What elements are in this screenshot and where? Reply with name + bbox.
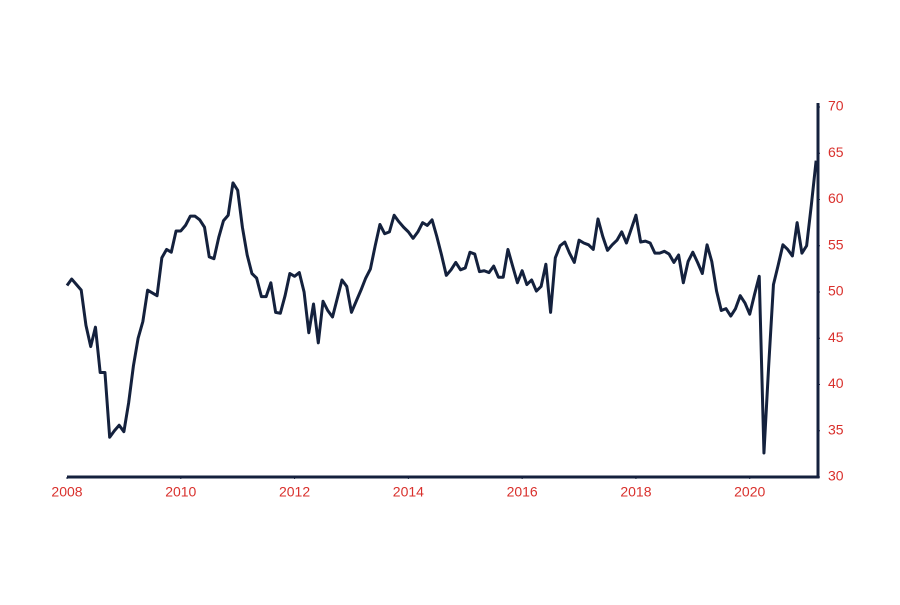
- y-tick-label: 70: [828, 98, 844, 114]
- y-tick-label: 40: [828, 375, 844, 391]
- x-tick-label: 2012: [279, 484, 310, 500]
- x-tick-label: 2020: [734, 484, 765, 500]
- y-tick-label: 50: [828, 283, 844, 299]
- line: [65, 160, 818, 455]
- x-tick-label: 2008: [51, 484, 82, 500]
- y-tick-label: 65: [828, 144, 844, 160]
- y-tick-label: 35: [828, 421, 844, 437]
- x-tick-label: 2016: [507, 484, 538, 500]
- y-tick-label: 60: [828, 190, 844, 206]
- x-tick-label: 2010: [165, 484, 196, 500]
- x-tick-label: 2014: [393, 484, 424, 500]
- y-tick-label: 55: [828, 236, 844, 252]
- y-tick-label: 30: [828, 468, 844, 484]
- y-tick-label: 45: [828, 329, 844, 345]
- x-tick-label: 2018: [620, 484, 651, 500]
